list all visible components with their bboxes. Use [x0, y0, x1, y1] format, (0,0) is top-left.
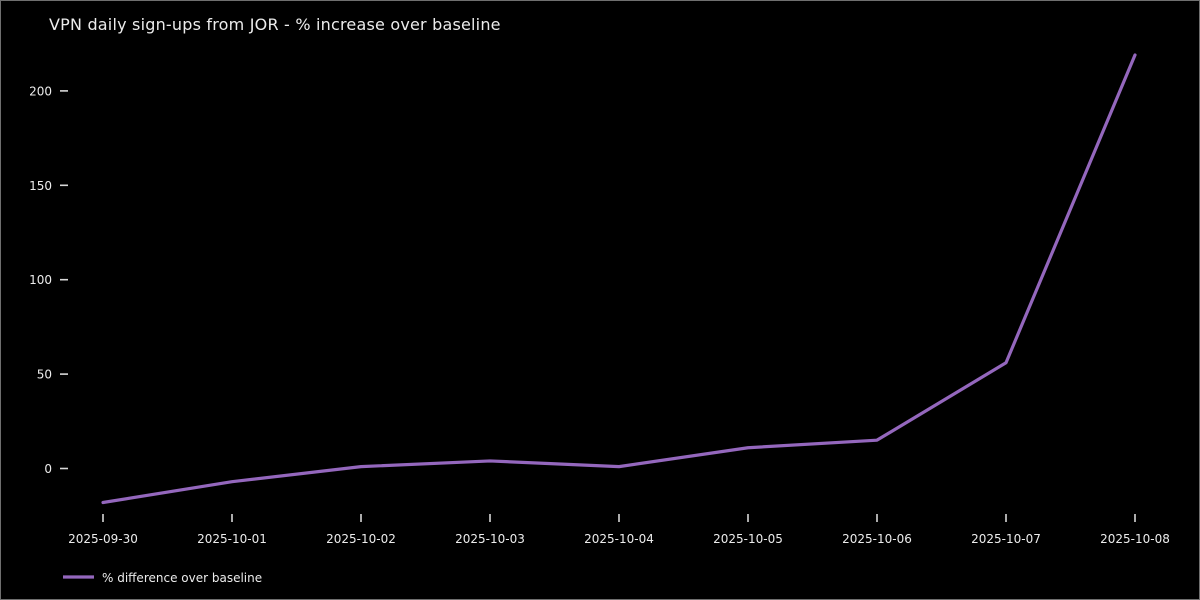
x-tick-label: 2025-10-04	[584, 532, 654, 546]
series-line	[101, 53, 1137, 505]
y-tick-label: 100	[29, 273, 52, 287]
x-tick-label: 2025-10-02	[326, 532, 396, 546]
x-tick-label: 2025-09-30	[68, 532, 138, 546]
y-tick-label: 200	[29, 84, 52, 98]
x-tick-label: 2025-10-06	[842, 532, 912, 546]
x-tick-label: 2025-10-03	[455, 532, 525, 546]
y-tick-label: 50	[37, 368, 52, 382]
x-tick-label: 2025-10-05	[713, 532, 783, 546]
legend: % difference over baseline	[63, 571, 262, 585]
x-tick-label: 2025-10-07	[971, 532, 1041, 546]
x-tick-label: 2025-10-01	[197, 532, 267, 546]
chart-title: VPN daily sign-ups from JOR - % increase…	[49, 15, 501, 34]
x-tick-label: 2025-10-08	[1100, 532, 1170, 546]
legend-label: % difference over baseline	[102, 571, 262, 585]
y-axis: 0 50 100 150 200	[29, 84, 68, 476]
y-tick-label: 0	[44, 462, 52, 476]
y-tick-label: 150	[29, 179, 52, 193]
x-axis: 2025-09-30 2025-10-01 2025-10-02 2025-10-03…	[68, 514, 1170, 546]
